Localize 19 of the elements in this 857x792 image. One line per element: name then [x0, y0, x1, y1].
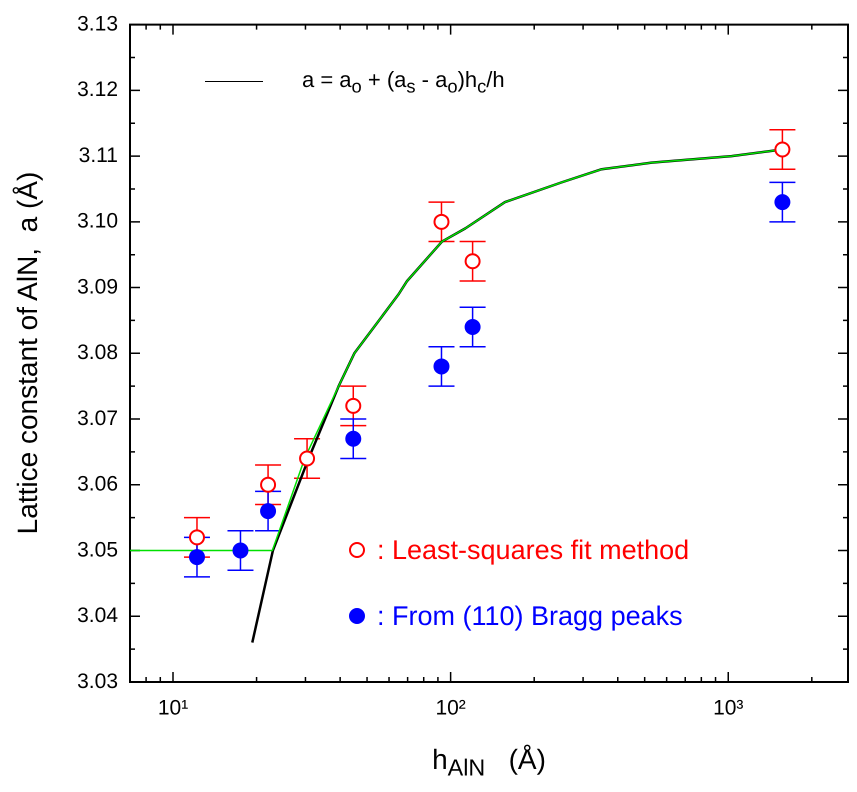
y-tick-label: 3.06: [77, 472, 118, 496]
x-tick-label: 10³: [713, 696, 744, 720]
y-tick-label: 3.11: [78, 144, 118, 167]
y-tick-label: 3.07: [77, 406, 118, 430]
y-tick-label: 3.05: [77, 538, 118, 562]
y-axis-title: Lattice constant of AlN, a (Å): [12, 172, 44, 535]
text: a = a$_{o}$ + (a$_{s}$ - a$_{o}$)h$_{c}$/h: [302, 66, 505, 96]
y-tick-label: 3.04: [77, 604, 118, 628]
y-tick-label: 3.09: [77, 275, 118, 298]
x-axis-title: h$_{AlN}$ (Å): [432, 744, 546, 782]
y-tick-label: 3.13: [77, 12, 118, 36]
x-tick-label: 10¹: [158, 696, 188, 720]
y-tick-label: 3.12: [77, 78, 118, 102]
legend-label: : Least-squares fit method: [377, 534, 690, 566]
y-tick-label: 3.10: [77, 210, 118, 233]
legend-label: : From (110) Bragg peaks: [377, 600, 683, 632]
y-tick-label: 3.08: [77, 341, 118, 364]
y-tick-label: 3.03: [77, 670, 118, 693]
x-tick-label: 10²: [435, 696, 466, 720]
